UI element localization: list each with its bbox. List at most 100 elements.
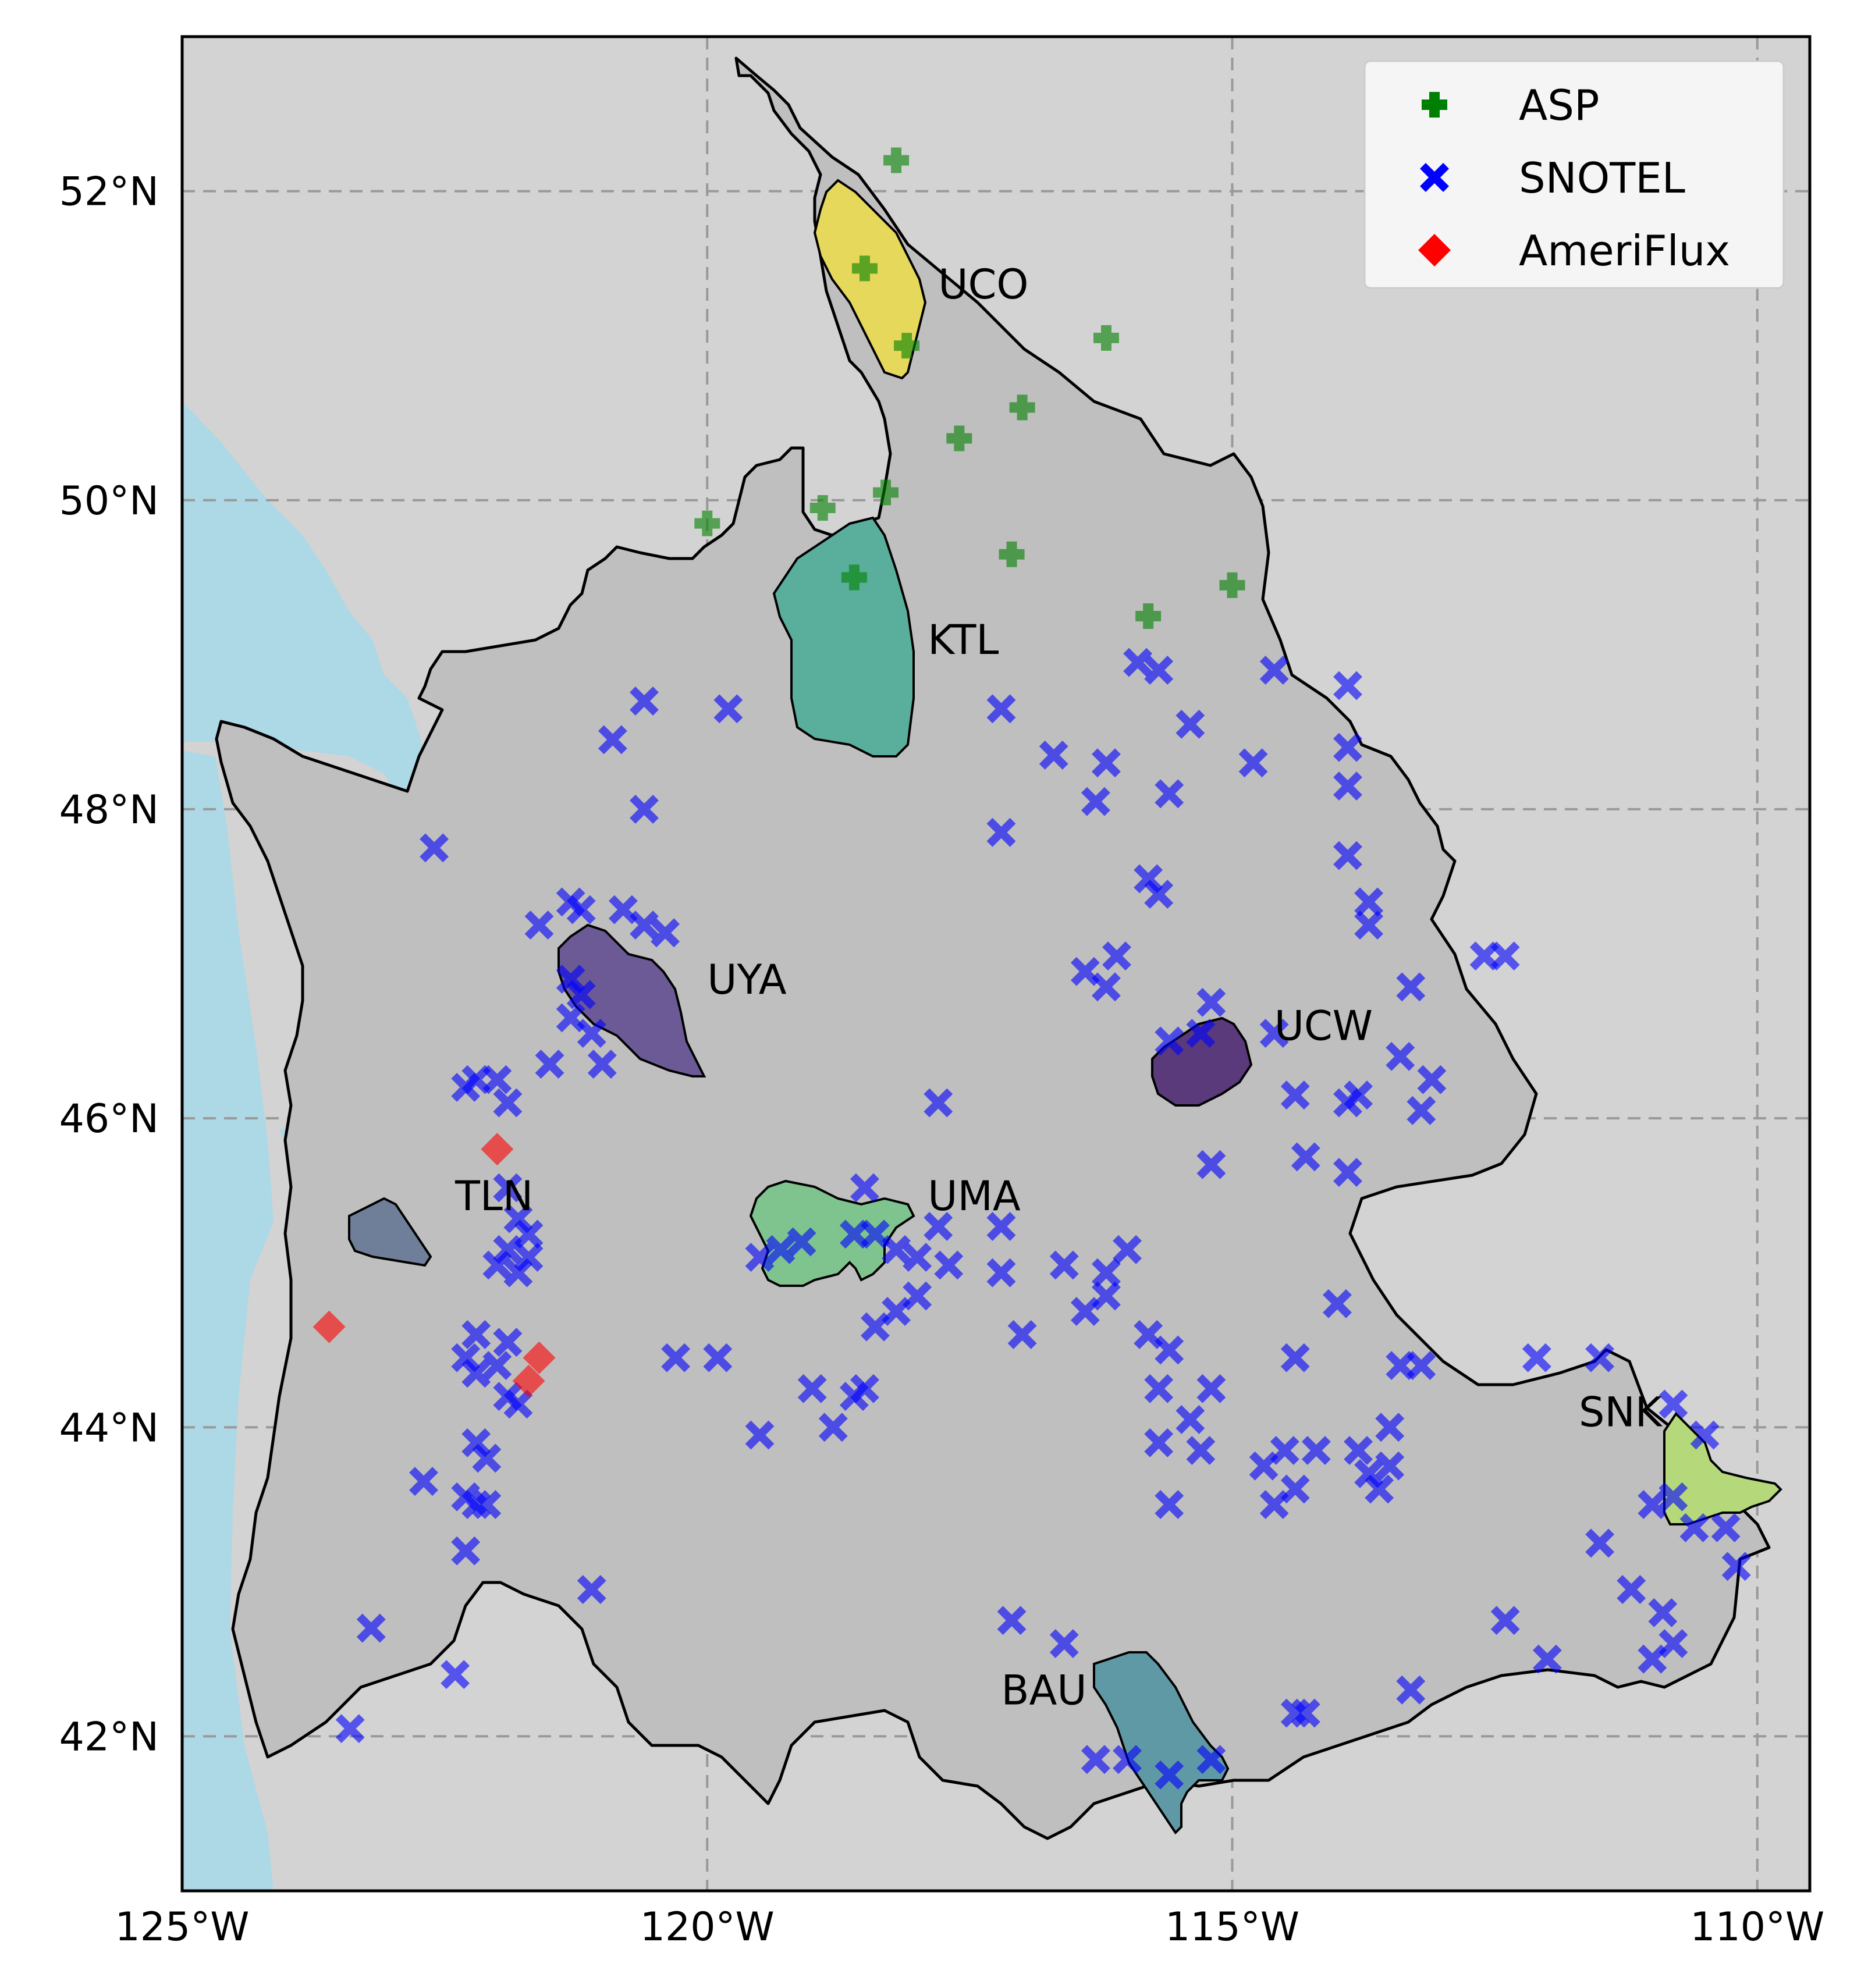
snotel-station-marker	[461, 1320, 491, 1349]
snotel-station-marker	[1291, 1698, 1320, 1728]
legend-items: ASP SNOTEL AmeriFlux	[1418, 81, 1730, 275]
snotel-station-marker	[1407, 1351, 1436, 1380]
snotel-station-marker	[745, 1243, 775, 1272]
snotel-station-marker	[745, 1420, 775, 1450]
snotel-station-marker	[1049, 1250, 1079, 1280]
snotel-station-marker	[1196, 1374, 1226, 1403]
snotel-station-marker	[1113, 1235, 1142, 1264]
snotel-station-marker	[409, 1467, 438, 1496]
snotel-station-marker	[1354, 911, 1384, 940]
legend-label-snotel: SNOTEL	[1519, 154, 1685, 202]
snotel-station-marker	[1354, 887, 1384, 917]
snotel-station-marker	[451, 1343, 481, 1372]
snotel-station-marker	[924, 1088, 953, 1118]
snotel-station-marker	[1721, 1552, 1751, 1581]
snotel-station-marker	[1144, 655, 1174, 685]
snotel-station-marker	[1375, 1451, 1405, 1481]
snotel-station-marker	[1407, 1096, 1436, 1125]
snotel-station-marker	[1155, 1760, 1184, 1790]
snotel-station-marker	[934, 1250, 964, 1280]
asp-station-marker	[894, 333, 920, 359]
study-region	[215, 56, 1771, 1840]
snotel-station-marker	[1711, 1513, 1741, 1542]
snotel-station-marker	[1301, 1436, 1331, 1466]
snotel-station-marker	[472, 1490, 502, 1519]
snotel-station-marker	[482, 1351, 512, 1380]
snotel-station-marker	[493, 1088, 523, 1118]
snotel-station-marker	[1092, 748, 1121, 778]
snotel-station-marker	[566, 980, 596, 1009]
asp-station-marker	[999, 541, 1025, 567]
y-tick-labels: 42°N 44°N 46°N 48°N 50°N 52°N	[59, 169, 159, 1761]
snotel-station-marker	[451, 1536, 481, 1566]
asp-station-marker	[1135, 603, 1162, 629]
snotel-station-marker	[1522, 1343, 1551, 1372]
snotel-station-marker	[420, 833, 449, 863]
snotel-station-marker	[997, 1606, 1027, 1635]
basin-uco	[813, 179, 927, 380]
ameriflux-station-marker	[512, 1364, 545, 1397]
snotel-station-marker	[1659, 1389, 1688, 1419]
snotel-station-marker	[986, 1258, 1016, 1288]
snotel-station-marker	[1113, 1745, 1142, 1774]
legend-snotel-marker	[1420, 163, 1449, 192]
snotel-station-marker	[1176, 1405, 1205, 1434]
snotel-station-marker	[703, 1343, 733, 1372]
basin-label-ucw: UCW	[1274, 1002, 1373, 1050]
basin-label-snk: SNK	[1579, 1389, 1663, 1436]
snotel-station-marker	[598, 725, 627, 755]
legend-box	[1363, 60, 1785, 289]
snotel-station-marker	[1186, 1436, 1216, 1466]
asp-station-marker	[809, 495, 836, 521]
snotel-station-marker	[503, 1389, 533, 1419]
snotel-station-marker	[766, 1235, 796, 1264]
x-tick-label: 120°W	[640, 1904, 775, 1950]
basin-label-ktl: KTL	[928, 616, 999, 664]
snotel-station-marker	[1176, 709, 1205, 739]
snotel-station-marker	[1396, 1675, 1426, 1705]
snotel-station-marker	[1386, 1041, 1415, 1071]
snotel-station-marker	[1070, 1297, 1100, 1326]
snotel-station-marker	[1144, 880, 1174, 909]
snotel-station-marker	[1196, 987, 1226, 1017]
snotel-station-marker	[1155, 1490, 1184, 1519]
snotel-station-marker	[577, 1575, 606, 1605]
snotel-station-marker	[1049, 1629, 1079, 1659]
y-tick-label: 46°N	[59, 1096, 159, 1142]
y-tick-label: 42°N	[59, 1714, 159, 1760]
y-tick-label: 44°N	[59, 1405, 159, 1451]
snotel-station-marker	[839, 1219, 869, 1249]
snotel-station-marker	[441, 1660, 470, 1690]
legend-ameriflux-marker	[1418, 234, 1451, 266]
snotel-station-marker	[1638, 1644, 1667, 1674]
map-layers	[182, 37, 1810, 1891]
snotel-station-marker	[335, 1714, 365, 1744]
snotel-station-marker	[1679, 1513, 1709, 1542]
snotel-station-marker	[1585, 1528, 1615, 1558]
snotel-station-marker	[1081, 787, 1110, 816]
basin-tln	[348, 1197, 432, 1267]
snotel-station-marker	[524, 911, 554, 940]
snotel-station-marker	[1365, 1474, 1394, 1504]
ameriflux-station-marker	[481, 1133, 514, 1166]
snotel-station-marker	[1259, 655, 1289, 685]
snotel-station-marker	[1196, 1150, 1226, 1179]
snotel-station-marker	[1333, 841, 1362, 870]
snotel-station-marker	[1092, 1258, 1121, 1288]
asp-station-marker	[851, 255, 878, 282]
snotel-station-marker	[1291, 1142, 1320, 1172]
snotel-station-marker	[1333, 732, 1362, 762]
snotel-station-marker	[577, 1019, 606, 1048]
snotel-station-marker	[850, 1173, 879, 1203]
basin-label-uco: UCO	[938, 261, 1028, 308]
snotel-station-marker	[1155, 779, 1184, 809]
snotel-station-marker	[630, 794, 659, 824]
asp-station-marker	[1219, 572, 1245, 598]
asp-station-marker	[946, 425, 972, 451]
axes-frame	[180, 35, 1812, 1893]
basin-label-uma: UMA	[928, 1172, 1021, 1220]
snotel-station-marker	[1585, 1343, 1615, 1372]
snotel-station-marker	[1259, 1019, 1289, 1048]
snotel-station-marker	[986, 817, 1016, 847]
